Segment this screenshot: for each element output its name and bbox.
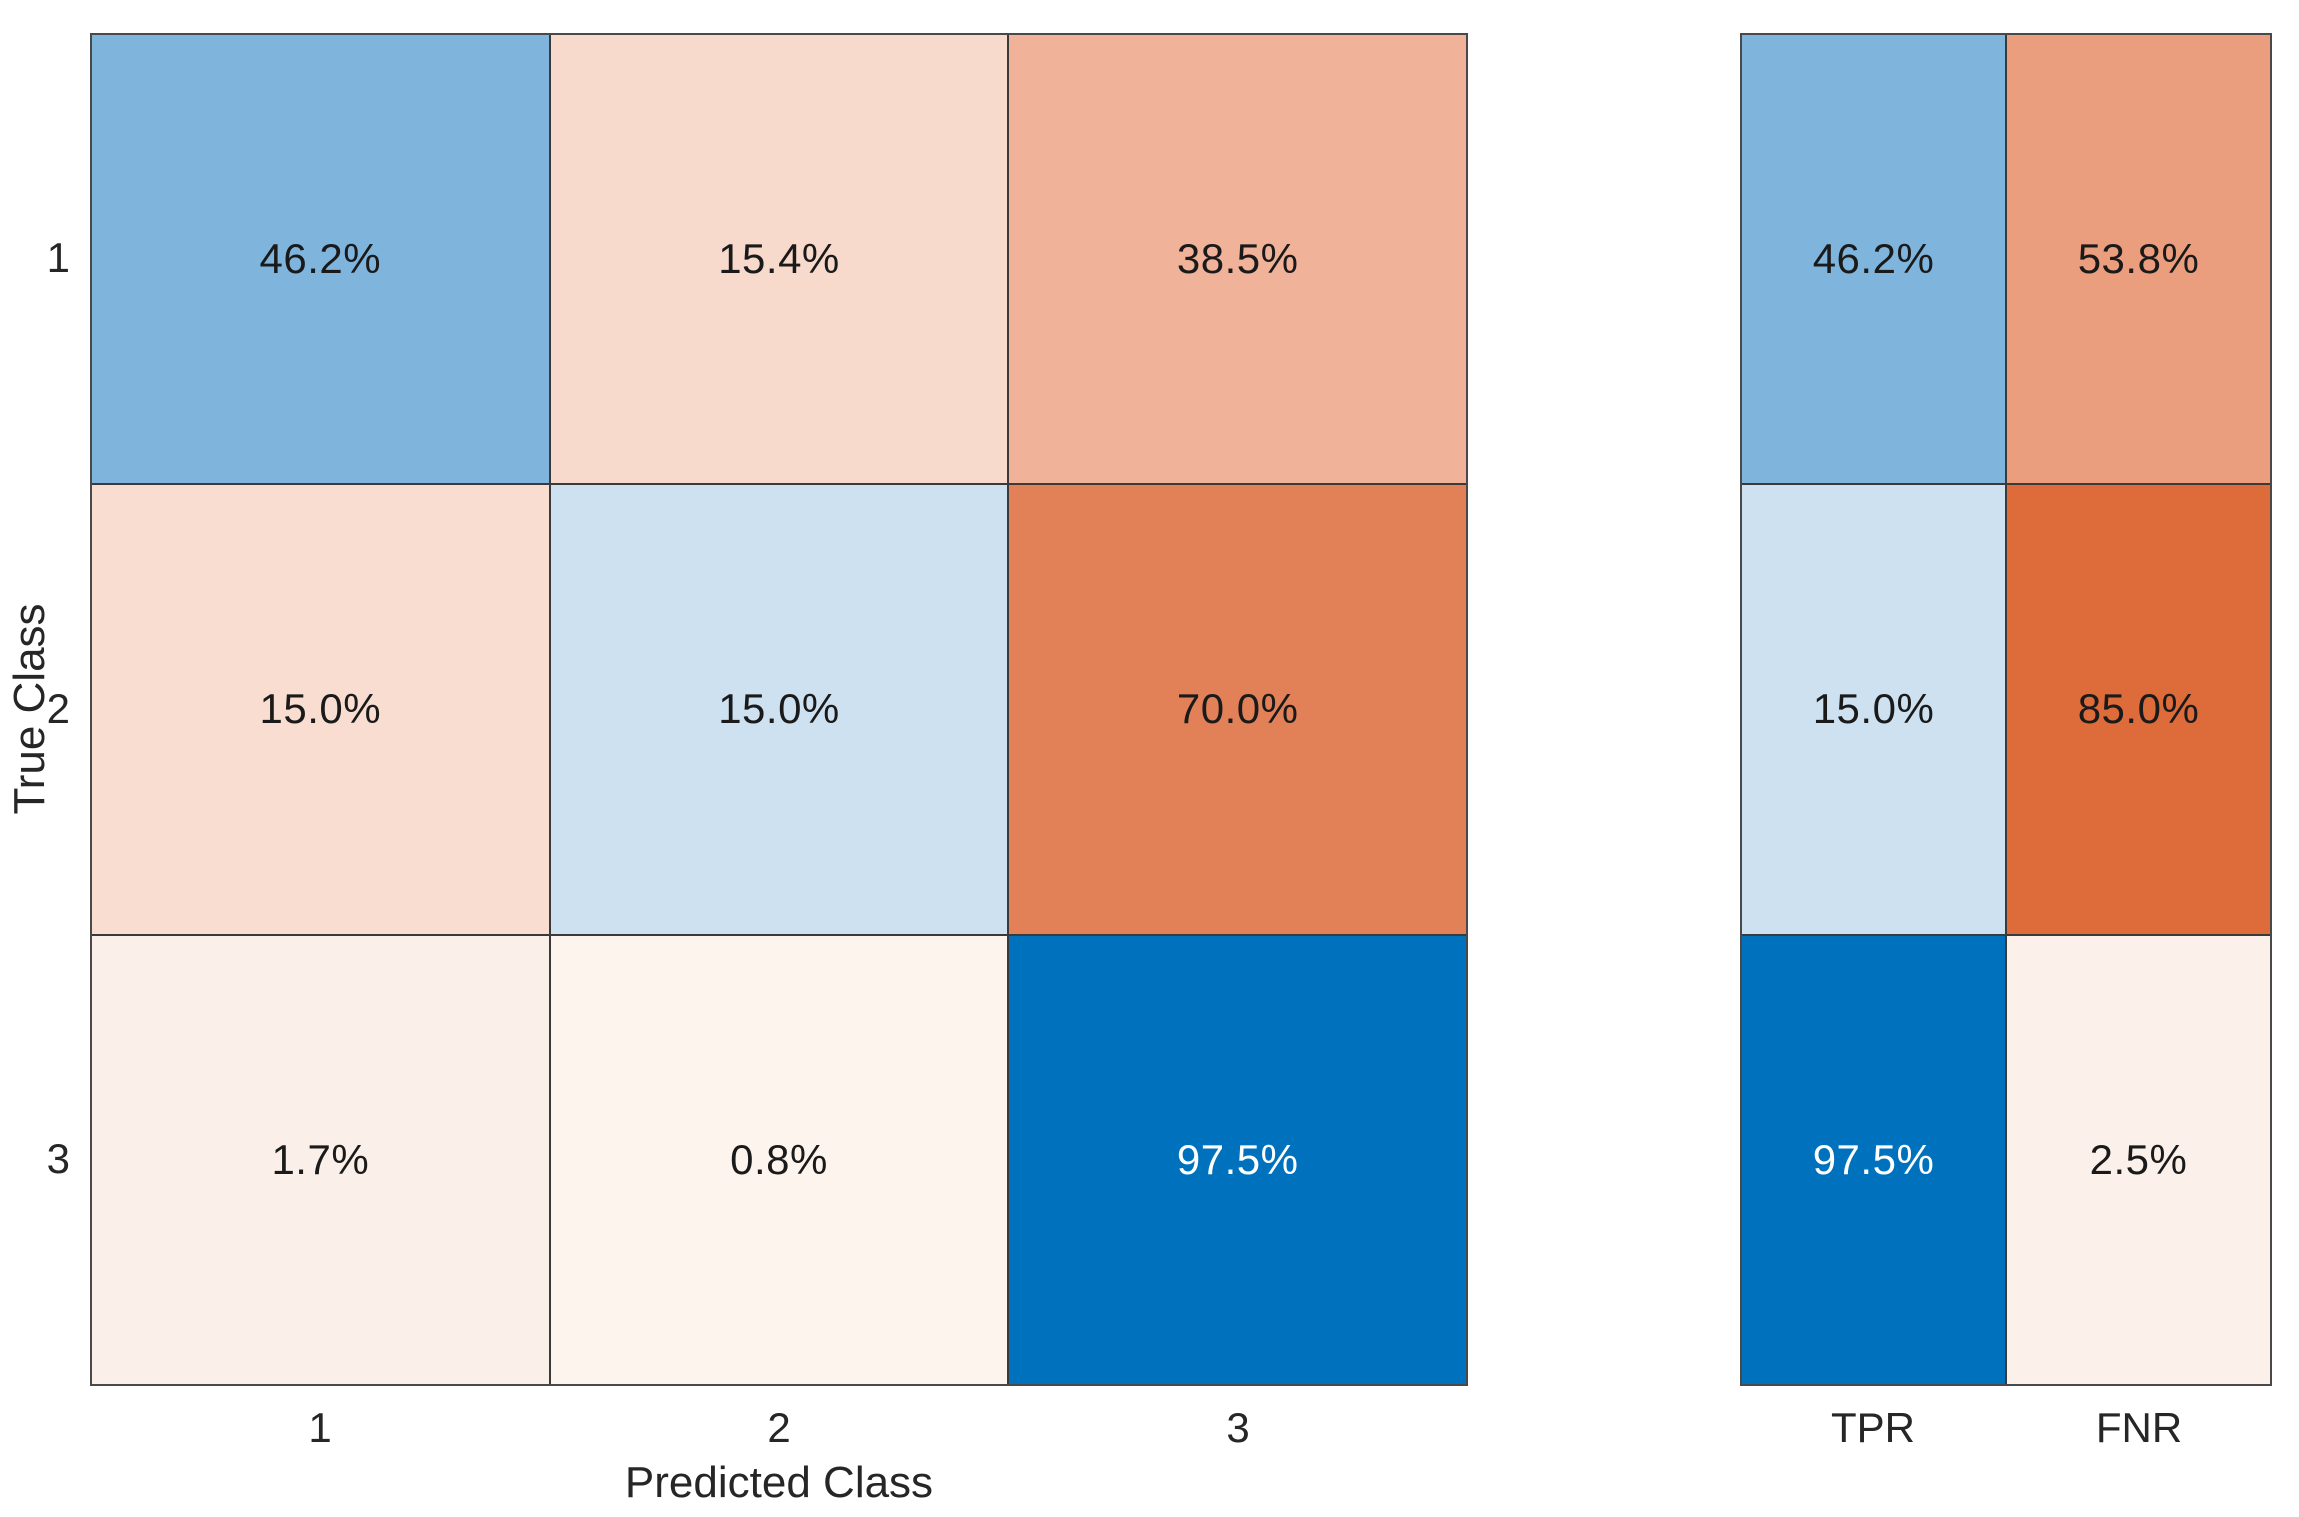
matrix-cell-r3c3: 97.5% <box>1009 935 1466 1384</box>
matrix-cell-r3c2: 0.8% <box>550 935 1008 1384</box>
summary-cell-r1-tpr: 46.2% <box>1742 35 2005 484</box>
matrix-cell-r2c3: 70.0% <box>1009 485 1466 934</box>
matrix-cell-r1c2: 15.4% <box>550 35 1008 484</box>
summary-cell-r2-tpr: 15.0% <box>1742 485 2005 934</box>
matrix-cell-r1c1: 46.2% <box>92 35 549 484</box>
matrix-cell-r3c1: 1.7% <box>92 935 549 1384</box>
x-tick-3: 3 <box>1226 1404 1250 1451</box>
summary-cell-r3-tpr: 97.5% <box>1742 935 2005 1384</box>
matrix-cell-r2c1: 15.0% <box>92 485 549 934</box>
y-tick-3: 3 <box>46 1135 70 1182</box>
x-axis-label: Predicted Class <box>624 1458 934 1507</box>
y-tick-2: 2 <box>46 685 70 732</box>
x-tick-1: 1 <box>308 1404 332 1451</box>
fnr-column-label: FNR <box>2095 1404 2183 1451</box>
tpr-column-label: TPR <box>1831 1404 1915 1451</box>
matrix-cell-r2c2: 15.0% <box>550 485 1008 934</box>
matrix-cell-r1c3: 38.5% <box>1009 35 1466 484</box>
y-tick-1: 1 <box>46 234 70 281</box>
confusion-matrix-grid: 46.2% 15.4% 38.5% 15.0% 15.0% 70.0% 1.7%… <box>90 33 1468 1386</box>
tpr-fnr-summary-grid: 46.2% 53.8% 15.0% 85.0% 97.5% 2.5% <box>1740 33 2272 1386</box>
summary-cell-r3-fnr: 2.5% <box>2007 935 2270 1384</box>
summary-cell-r1-fnr: 53.8% <box>2007 35 2270 484</box>
summary-cell-r2-fnr: 85.0% <box>2007 485 2270 934</box>
x-tick-2: 2 <box>767 1404 791 1451</box>
